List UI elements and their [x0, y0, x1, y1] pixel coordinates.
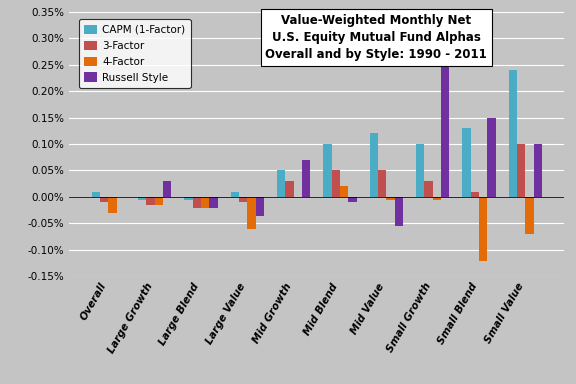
Bar — [323, 144, 332, 197]
Bar — [370, 133, 378, 197]
Bar — [378, 170, 386, 197]
Bar — [479, 197, 487, 261]
Bar — [163, 181, 171, 197]
Bar — [487, 118, 495, 197]
Bar — [92, 192, 100, 197]
Bar — [416, 144, 425, 197]
Bar — [184, 197, 192, 200]
Bar — [433, 197, 441, 200]
Bar — [425, 181, 433, 197]
Bar — [463, 128, 471, 197]
Bar — [509, 70, 517, 197]
Bar — [239, 197, 247, 202]
Bar — [471, 192, 479, 197]
Text: Value-Weighted Monthly Net
U.S. Equity Mutual Fund Alphas
Overall and by Style: : Value-Weighted Monthly Net U.S. Equity M… — [266, 14, 487, 61]
Bar — [302, 160, 310, 197]
Bar — [138, 197, 146, 200]
Bar — [277, 170, 285, 197]
Bar — [395, 197, 403, 226]
Legend: CAPM (1-Factor), 3-Factor, 4-Factor, Russell Style: CAPM (1-Factor), 3-Factor, 4-Factor, Rus… — [79, 19, 191, 88]
Bar — [230, 192, 239, 197]
Bar — [209, 197, 218, 208]
Bar — [256, 197, 264, 215]
Bar — [154, 197, 163, 205]
Bar — [340, 186, 348, 197]
Bar — [192, 197, 201, 208]
Bar — [108, 197, 117, 213]
Bar — [332, 170, 340, 197]
Bar — [100, 197, 108, 202]
Bar — [201, 197, 209, 208]
Bar — [441, 43, 449, 197]
Bar — [348, 197, 357, 202]
Bar — [146, 197, 154, 205]
Bar — [285, 181, 294, 197]
Bar — [525, 197, 533, 234]
Bar — [247, 197, 256, 229]
Bar — [533, 144, 542, 197]
Bar — [517, 144, 525, 197]
Bar — [386, 197, 395, 200]
